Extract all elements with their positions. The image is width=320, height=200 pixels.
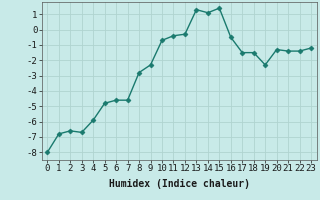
X-axis label: Humidex (Indice chaleur): Humidex (Indice chaleur)	[109, 179, 250, 189]
